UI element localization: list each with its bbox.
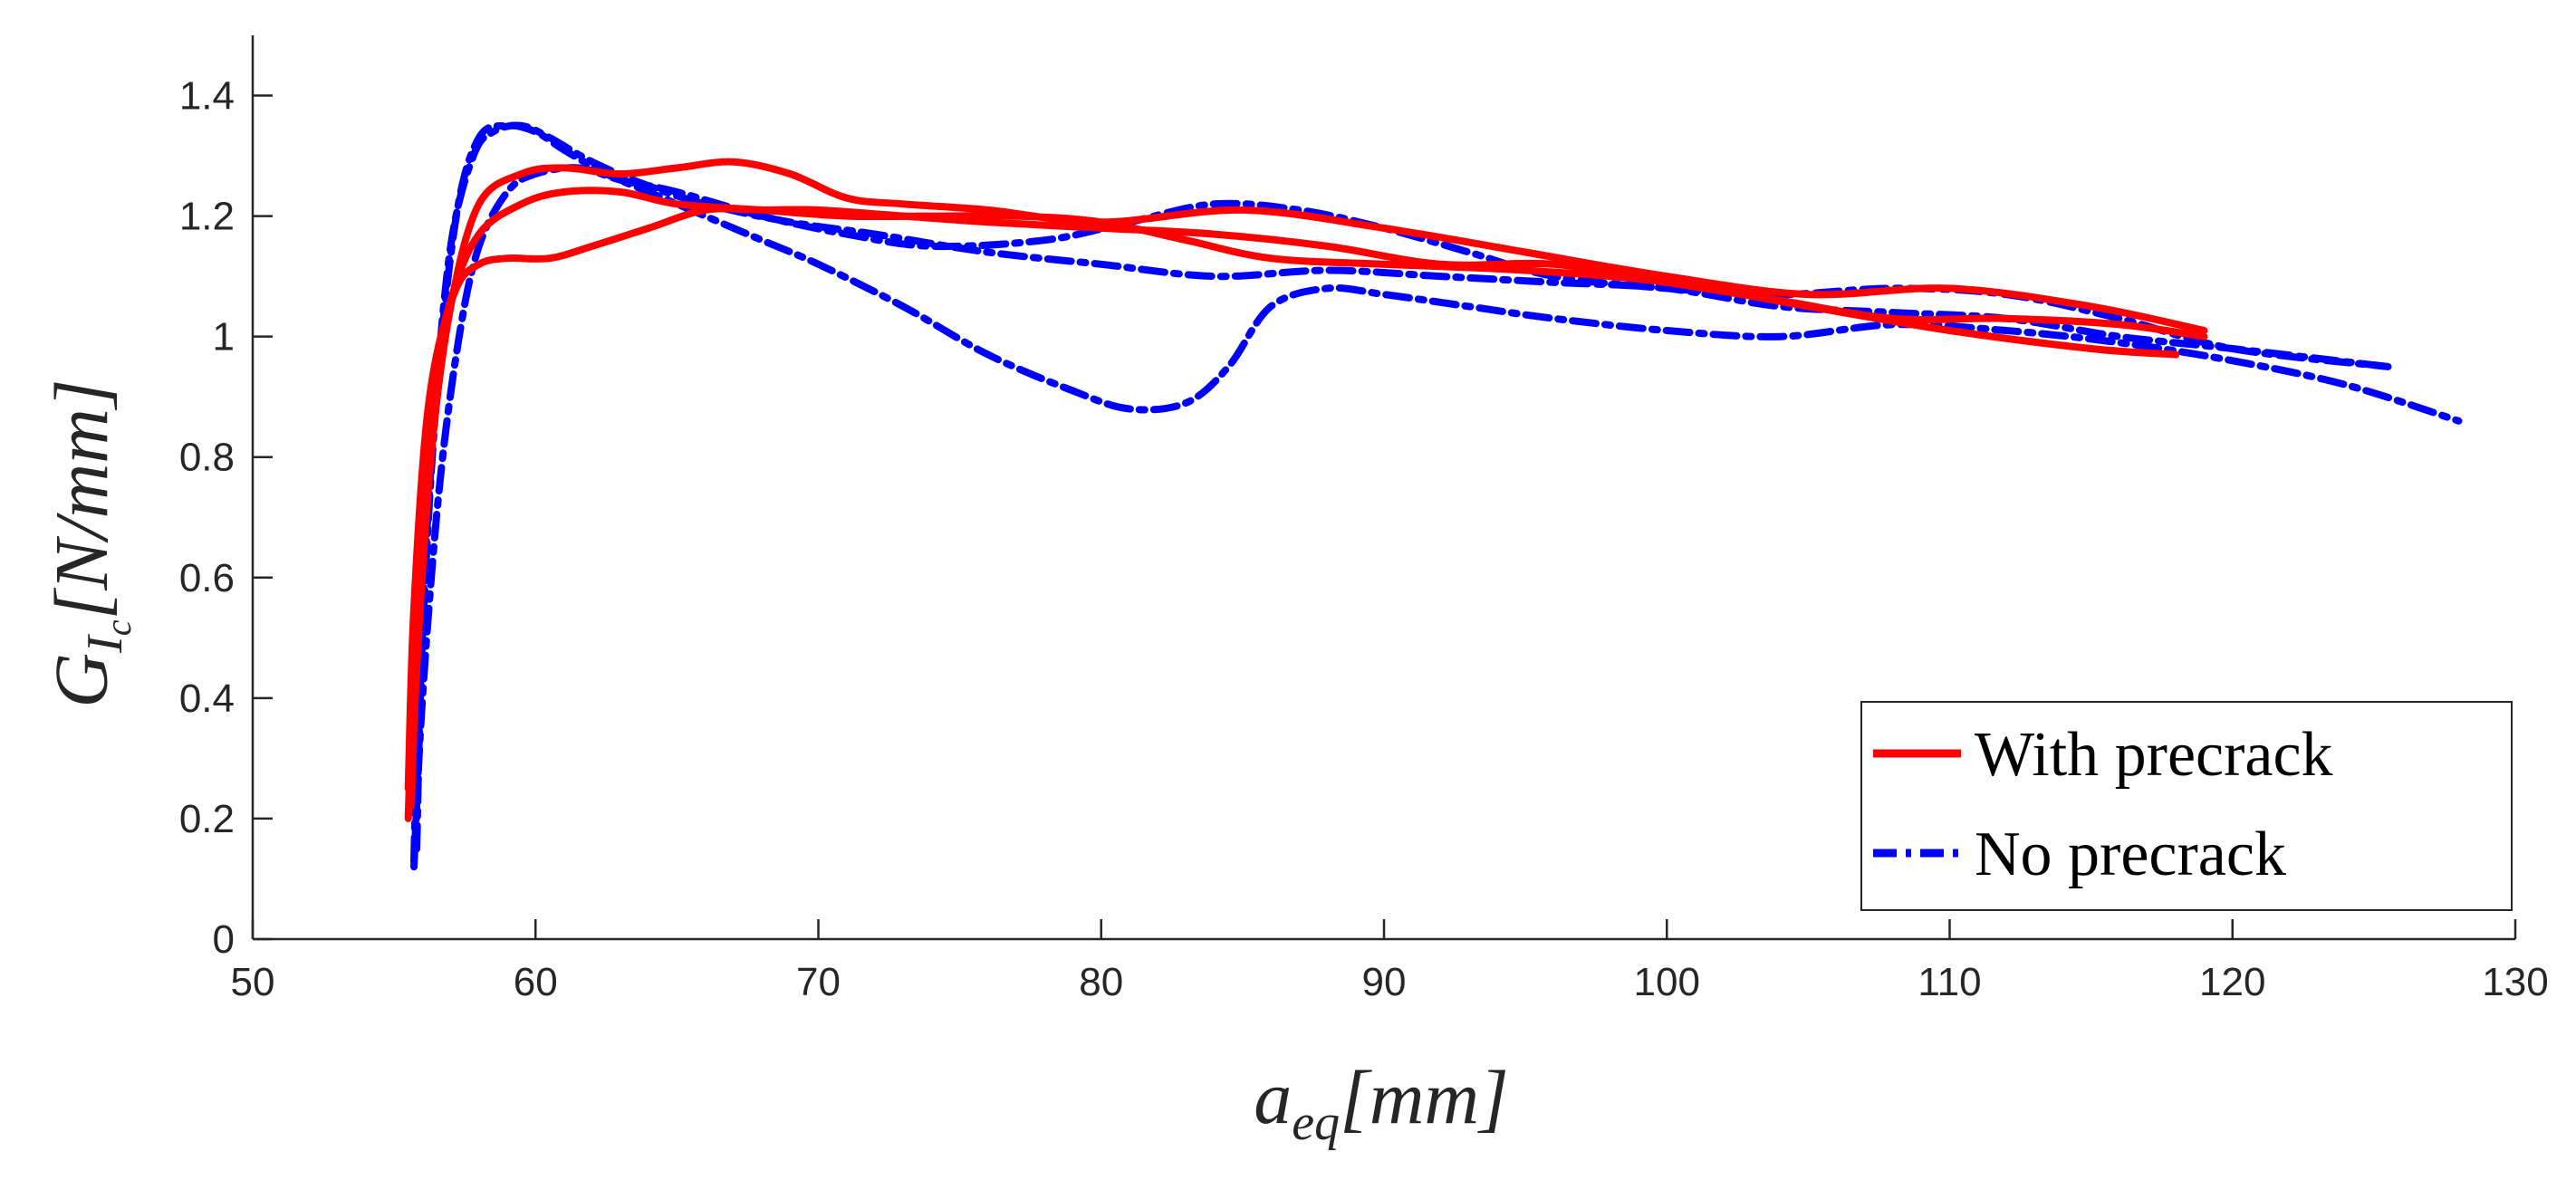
y-tick-label: 0.8: [179, 436, 235, 480]
y-tick-label: 0.2: [179, 797, 235, 841]
tick-marks: [251, 94, 2517, 941]
y-tick-label: 0.6: [179, 556, 235, 600]
y-axis-label-sub: I: [77, 634, 133, 654]
x-axis-label: aeq[mm]: [1254, 1056, 1509, 1151]
x-axis-label-base: a: [1254, 1056, 1292, 1140]
y-axis-label-base: G: [40, 653, 124, 708]
x-tick-label: 50: [231, 960, 275, 1004]
y-tick-label: 0: [213, 917, 235, 962]
x-tick-label: 130: [2482, 960, 2548, 1004]
x-tick-label: 120: [2199, 960, 2265, 1004]
legend: With precrack No precrack: [1860, 701, 2513, 911]
x-tick-label: 60: [514, 960, 558, 1004]
series-line-no-precrack-2: [410, 121, 2392, 865]
y-axis-label-subsub: c: [98, 619, 139, 636]
y-tick-label: 1.4: [179, 74, 235, 119]
series-layer: [404, 121, 2463, 871]
y-tick-labels: 0 0.2 0.4 0.6 0.8 1 1.2 1.4: [179, 74, 235, 962]
legend-label-with-precrack: With precrack: [1975, 720, 2333, 790]
y-tick-label: 0.4: [179, 676, 235, 721]
y-axis-label-unit: [N/mm]: [40, 379, 124, 619]
legend-box: [1860, 701, 2513, 911]
x-tick-label: 110: [1918, 960, 1981, 1004]
x-tick-label: 90: [1362, 960, 1407, 1004]
x-tick-labels: 50 60 70 80 90 100 110 120 130: [231, 960, 2549, 1004]
x-tick-label: 70: [796, 960, 841, 1004]
x-tick-label: 100: [1634, 960, 1700, 1004]
y-tick-label: 1: [213, 315, 235, 360]
x-tick-label: 80: [1079, 960, 1123, 1004]
y-axis-label: GIc[N/mm]: [40, 379, 139, 707]
y-tick-label: 1.2: [179, 195, 235, 239]
series-line-with-precrack-3: [404, 205, 2208, 822]
x-axis-label-unit: [mm]: [1340, 1056, 1509, 1140]
legend-label-no-precrack: No precrack: [1975, 820, 2286, 889]
x-axis-label-sub: eq: [1292, 1095, 1340, 1151]
